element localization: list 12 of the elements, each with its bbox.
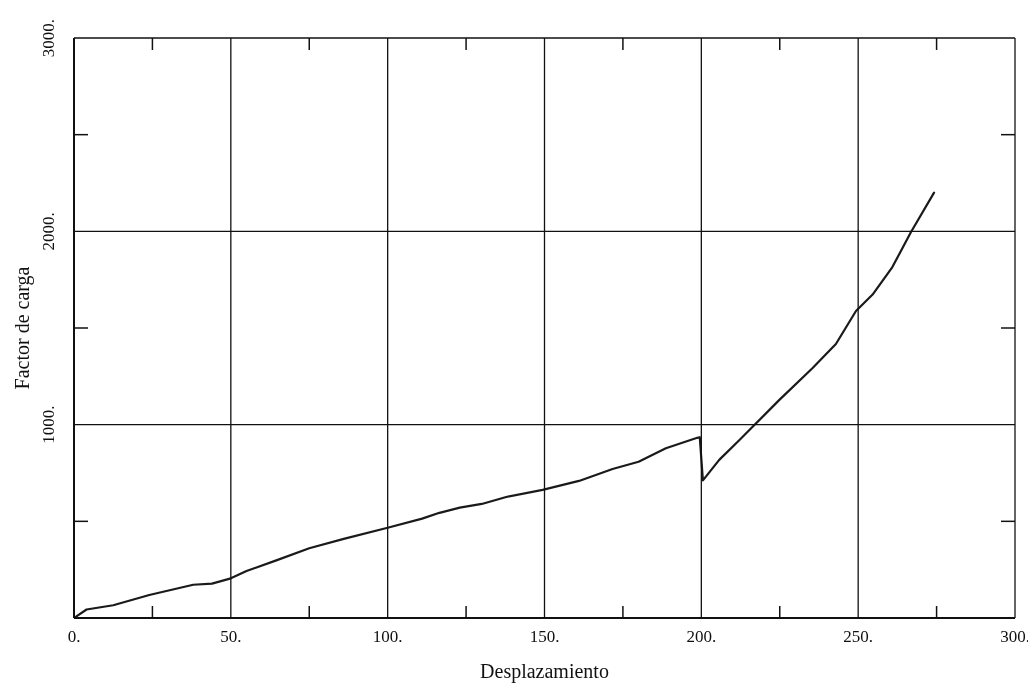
y-tick-label: 3000. [39, 18, 58, 58]
x-tick-label: 200. [686, 627, 717, 646]
x-tick-label: 50. [220, 627, 242, 646]
x-tick-label: 150. [529, 627, 560, 646]
x-axis-title: Desplazamiento [480, 660, 609, 683]
y-axis-title: Factor de carga [11, 266, 35, 390]
y-tick-label: 2000. [39, 212, 58, 251]
x-tick-label: 250. [843, 627, 874, 646]
x-tick-label: 300. [1000, 627, 1030, 646]
x-tick-label: 100. [372, 627, 403, 646]
x-tick-label: 0. [67, 627, 81, 646]
y-tick-label: 1000. [39, 405, 58, 444]
